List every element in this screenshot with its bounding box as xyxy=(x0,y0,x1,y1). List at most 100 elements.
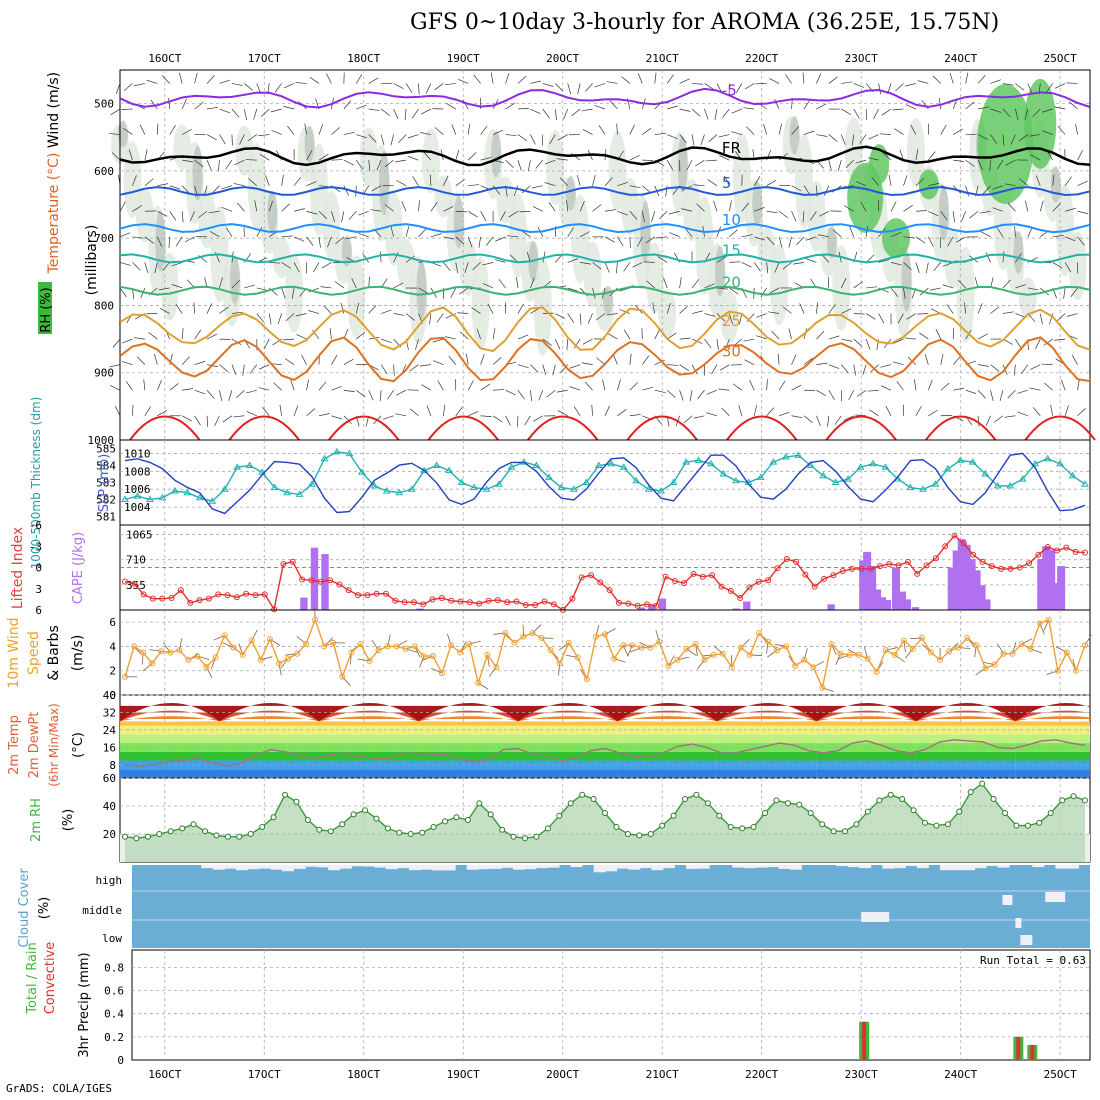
wind-barb xyxy=(331,385,342,391)
lifted-index-point xyxy=(345,587,352,594)
cloud-mid-gap xyxy=(861,912,890,922)
top-date-tick: 18OCT xyxy=(347,52,380,65)
temp-color-band xyxy=(915,703,1016,722)
wind-barb xyxy=(866,286,878,289)
wind-barb xyxy=(209,231,220,238)
wind-barb xyxy=(455,262,459,274)
cape-tick-label: 710 xyxy=(126,554,146,567)
cloud-mid-gap xyxy=(1002,895,1013,905)
lifted-index-point xyxy=(1082,549,1088,556)
wind-barb xyxy=(434,127,444,135)
wind-barb xyxy=(1065,207,1076,212)
wind-tick-label: 2 xyxy=(109,665,116,678)
wind-barb xyxy=(362,253,370,263)
wind-barb xyxy=(559,177,568,186)
temp-color-band xyxy=(517,769,618,778)
wind-speed-point xyxy=(511,639,518,646)
wind-speed-point xyxy=(393,643,400,650)
rh-point xyxy=(510,833,517,840)
wind-barb xyxy=(231,364,237,376)
wind-barb xyxy=(1070,287,1078,297)
rh-shade-light xyxy=(956,246,975,343)
wind-barb xyxy=(206,333,218,340)
wind-barb xyxy=(766,179,777,187)
wind-barb xyxy=(343,358,354,365)
wind-speed-point xyxy=(755,630,762,637)
wind-barb xyxy=(1055,83,1066,89)
wind-barb xyxy=(455,179,465,186)
wind-barb xyxy=(919,332,929,340)
wind-barb xyxy=(407,134,419,139)
wind-barb xyxy=(505,389,516,396)
temp-color-band xyxy=(418,751,518,761)
wind-barb xyxy=(679,390,684,401)
surface-wind-barb xyxy=(251,629,258,641)
wind-barb xyxy=(121,108,133,110)
wind-barb xyxy=(468,184,480,187)
wind-barb xyxy=(313,262,320,273)
wind-speed-point xyxy=(466,641,473,647)
wind-barb xyxy=(1042,130,1053,135)
wind-barb xyxy=(594,83,606,88)
temp-color-band xyxy=(219,769,319,778)
wind-barb xyxy=(862,364,867,376)
wind-barb xyxy=(121,361,133,365)
wind-barb xyxy=(554,338,561,350)
cape-bar xyxy=(1037,559,1046,610)
footer-credit: GrADS: COLA/IGES xyxy=(6,1082,112,1095)
wind-barb xyxy=(505,102,515,110)
cloud-high-gap xyxy=(616,865,629,869)
wind-barb xyxy=(390,226,394,237)
temp-color-band xyxy=(517,725,618,735)
temp-color-band xyxy=(318,710,419,722)
wind-barb xyxy=(1015,338,1022,349)
wind-barb xyxy=(158,287,170,291)
surface-wind-barb xyxy=(975,667,986,676)
wind-barb xyxy=(320,286,332,289)
wind-speed-point xyxy=(900,637,907,644)
wind-barb xyxy=(345,236,357,240)
surface-wind-barb xyxy=(835,653,841,665)
wind-barb xyxy=(293,405,299,416)
temp-color-band xyxy=(517,760,618,770)
wind-barb xyxy=(423,151,432,161)
rh-point xyxy=(853,821,860,828)
rh-point xyxy=(430,824,437,830)
wind-barb xyxy=(434,83,444,91)
wind-barb xyxy=(893,338,904,344)
surface-wind-barb xyxy=(622,645,629,657)
temp-color-band xyxy=(816,716,916,722)
lifted-index-point xyxy=(876,563,883,570)
wind-barb xyxy=(492,129,504,135)
rh-point xyxy=(922,819,928,826)
wind-barb xyxy=(358,233,369,238)
wind-barb xyxy=(853,281,863,289)
rh-point xyxy=(933,822,940,829)
wind-barb xyxy=(412,108,419,119)
cloud-high-gap xyxy=(789,865,802,870)
thickness-point xyxy=(195,493,204,501)
surface-wind-barb xyxy=(197,655,210,660)
thickness-point xyxy=(146,495,154,502)
wind-barb xyxy=(566,339,569,351)
rh-point xyxy=(910,807,917,814)
wind-barb xyxy=(571,108,581,117)
surface-wind-barb xyxy=(813,661,825,668)
wind-barb xyxy=(231,108,240,118)
wind-barb xyxy=(754,207,765,212)
surface-wind-barb xyxy=(766,641,769,654)
wind-barb xyxy=(700,134,705,146)
lifted-index-point xyxy=(988,563,995,570)
wind-barb xyxy=(903,262,912,271)
top-date-tick: 17OCT xyxy=(248,52,281,65)
wind-barb xyxy=(178,72,183,84)
lifted-index-point xyxy=(811,583,818,590)
wind-barb xyxy=(293,262,300,273)
wind-barb xyxy=(262,406,270,416)
wind-barb xyxy=(841,338,853,342)
wind-barb xyxy=(629,211,638,220)
wind-barb xyxy=(629,185,641,189)
wind-speed-point xyxy=(629,642,636,649)
wind-barb xyxy=(542,338,552,346)
isotherm-35-loop xyxy=(328,415,400,441)
